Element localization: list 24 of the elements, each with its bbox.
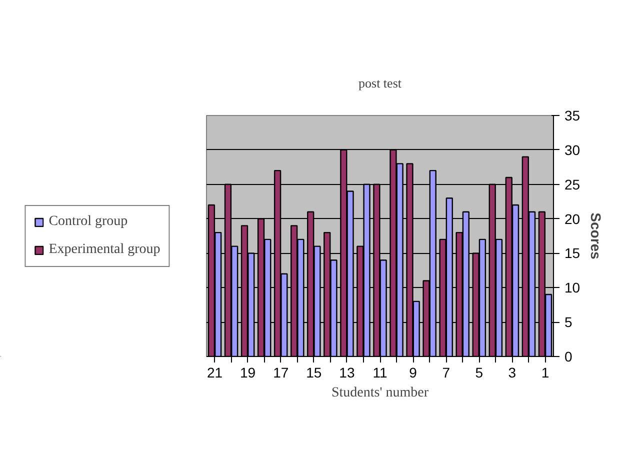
y-tick-label: 20 bbox=[564, 210, 580, 227]
x-tick-label: 9 bbox=[409, 364, 418, 380]
y-axis-title: Scores bbox=[588, 212, 604, 260]
x-tick-label: 21 bbox=[206, 364, 223, 380]
x-tick-label: 17 bbox=[273, 364, 289, 380]
y-tick-label: 35 bbox=[564, 108, 580, 124]
x-tick-label: 11 bbox=[372, 364, 388, 380]
x-tick-label: 19 bbox=[240, 364, 256, 380]
legend-label: Control group bbox=[48, 214, 128, 230]
y-tick-label: 5 bbox=[564, 314, 572, 330]
x-tick-label: 13 bbox=[339, 364, 355, 380]
x-axis-title: Students' number bbox=[331, 386, 429, 400]
chart-title: post test bbox=[358, 76, 402, 90]
x-tick-label: 3 bbox=[508, 364, 516, 380]
y-tick-label: 0 bbox=[564, 348, 572, 364]
x-tick-label: 1 bbox=[541, 364, 550, 380]
y-tick-label: 15 bbox=[564, 245, 580, 262]
x-tick-label: 5 bbox=[475, 364, 484, 380]
x-tick-label: 15 bbox=[306, 364, 322, 380]
y-tick-label: 25 bbox=[564, 176, 580, 192]
y-tick-label: 10 bbox=[564, 280, 580, 296]
legend-label: Experimental group bbox=[48, 242, 160, 258]
y-tick-label: 30 bbox=[564, 142, 580, 158]
x-tick-label: 7 bbox=[442, 364, 450, 380]
